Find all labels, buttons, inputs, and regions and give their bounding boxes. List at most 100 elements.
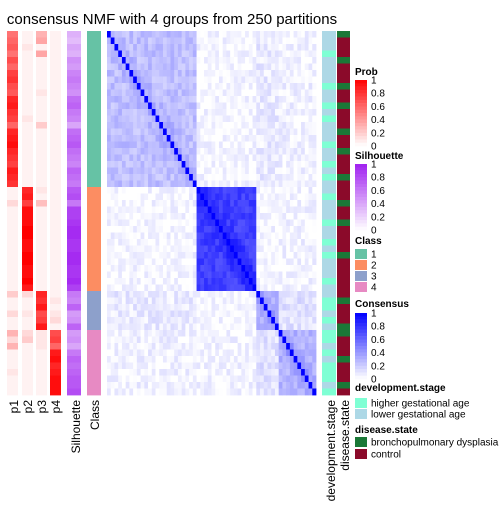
consensus-cell [297, 362, 302, 370]
consensus-cell [256, 291, 261, 298]
consensus-cell [308, 187, 313, 194]
prob-cell-p1 [7, 317, 18, 324]
consensus-cell [211, 278, 216, 285]
consensus-cell [121, 297, 127, 305]
consensus-legend-swatch [355, 322, 367, 327]
prob-cell-p3 [36, 375, 47, 383]
consensus-cell [271, 226, 276, 233]
consensus-cell [293, 122, 298, 129]
consensus-cell [301, 187, 306, 194]
consensus-cell [159, 154, 164, 162]
consensus-cell [170, 122, 175, 129]
consensus-cell [185, 271, 190, 279]
consensus-cell [151, 148, 156, 155]
consensus-cell [241, 193, 246, 201]
disease-state-cell [337, 63, 350, 71]
consensus-cell [200, 128, 205, 136]
consensus-cell [136, 356, 141, 363]
consensus-cell [289, 375, 295, 383]
consensus-cell [301, 37, 306, 45]
consensus-cell [245, 187, 250, 194]
consensus-cell [271, 310, 276, 318]
consensus-cell [274, 161, 280, 168]
consensus-cell [114, 382, 119, 389]
consensus-cell [245, 278, 250, 285]
prob-cell-p4 [50, 271, 61, 279]
consensus-cell [177, 44, 183, 51]
consensus-cell [177, 148, 183, 155]
consensus-cell [256, 239, 261, 246]
consensus-cell [256, 115, 261, 123]
consensus-cell [256, 317, 261, 324]
consensus-cell [114, 109, 119, 116]
prob-cell-p1 [7, 297, 18, 305]
consensus-cell [204, 83, 209, 90]
consensus-cell [159, 63, 164, 71]
legends: Prob10.80.60.40.20Silhouette10.80.60.40.… [355, 67, 499, 461]
consensus-cell [118, 57, 123, 64]
consensus-cell [151, 154, 156, 162]
consensus-cell [170, 232, 175, 240]
consensus-cell [185, 161, 190, 168]
consensus-cell [185, 239, 190, 246]
consensus-cell [204, 141, 209, 149]
prob-legend-title: Prob [355, 67, 378, 78]
consensus-cell [133, 96, 138, 103]
consensus-cell [222, 265, 227, 272]
consensus-cell [245, 239, 250, 246]
prob-cell-p1 [7, 258, 18, 266]
consensus-cell [263, 219, 268, 227]
consensus-cell [155, 297, 160, 305]
consensus-cell [204, 161, 209, 168]
consensus-cell [278, 219, 283, 227]
consensus-cell [237, 89, 242, 97]
consensus-cell [218, 219, 224, 227]
consensus-cell [248, 343, 253, 350]
consensus-cell [159, 252, 164, 259]
consensus-cell [304, 317, 309, 324]
prob-legend-swatch [355, 83, 367, 87]
consensus-cell [185, 310, 190, 318]
consensus-cell [293, 265, 298, 272]
consensus-cell [278, 89, 283, 97]
consensus-cell [136, 174, 141, 181]
consensus-cell [136, 148, 141, 155]
consensus-cell [237, 70, 242, 77]
prob-cell-p4 [50, 349, 61, 357]
development-stage-cell [322, 115, 336, 123]
consensus-cell [114, 180, 119, 188]
consensus-cell [278, 161, 283, 168]
consensus-cell [293, 200, 298, 207]
consensus-cell [215, 271, 220, 279]
consensus-cell [252, 284, 257, 292]
consensus-cell [226, 330, 231, 337]
silhouette-legend-tick: 0 [371, 226, 377, 237]
consensus-cell [155, 154, 160, 162]
consensus-cell [263, 271, 268, 279]
development_stage-legend-swatch [355, 398, 367, 408]
consensus-cell [125, 115, 130, 123]
consensus-cell [133, 343, 138, 350]
consensus-cell [107, 252, 112, 259]
consensus-cell [274, 109, 280, 116]
consensus-cell [241, 291, 246, 298]
consensus-cell [144, 115, 149, 123]
consensus-cell [185, 200, 190, 207]
prob-cell-p1 [7, 148, 18, 155]
consensus-cell [308, 76, 313, 84]
consensus-cell [301, 252, 306, 259]
consensus-cell [162, 258, 168, 266]
consensus-cell [144, 239, 149, 246]
consensus-cell [107, 336, 112, 344]
consensus-cell [204, 310, 209, 318]
consensus-cell [289, 154, 295, 162]
consensus-cell [118, 297, 123, 305]
consensus-cell [241, 174, 246, 181]
consensus-cell [151, 135, 156, 142]
consensus-cell [125, 187, 130, 194]
consensus-cell [148, 161, 153, 168]
consensus-cell [121, 382, 127, 389]
consensus-cell [260, 193, 265, 201]
consensus-cell [286, 258, 291, 266]
consensus-cell [211, 187, 216, 194]
